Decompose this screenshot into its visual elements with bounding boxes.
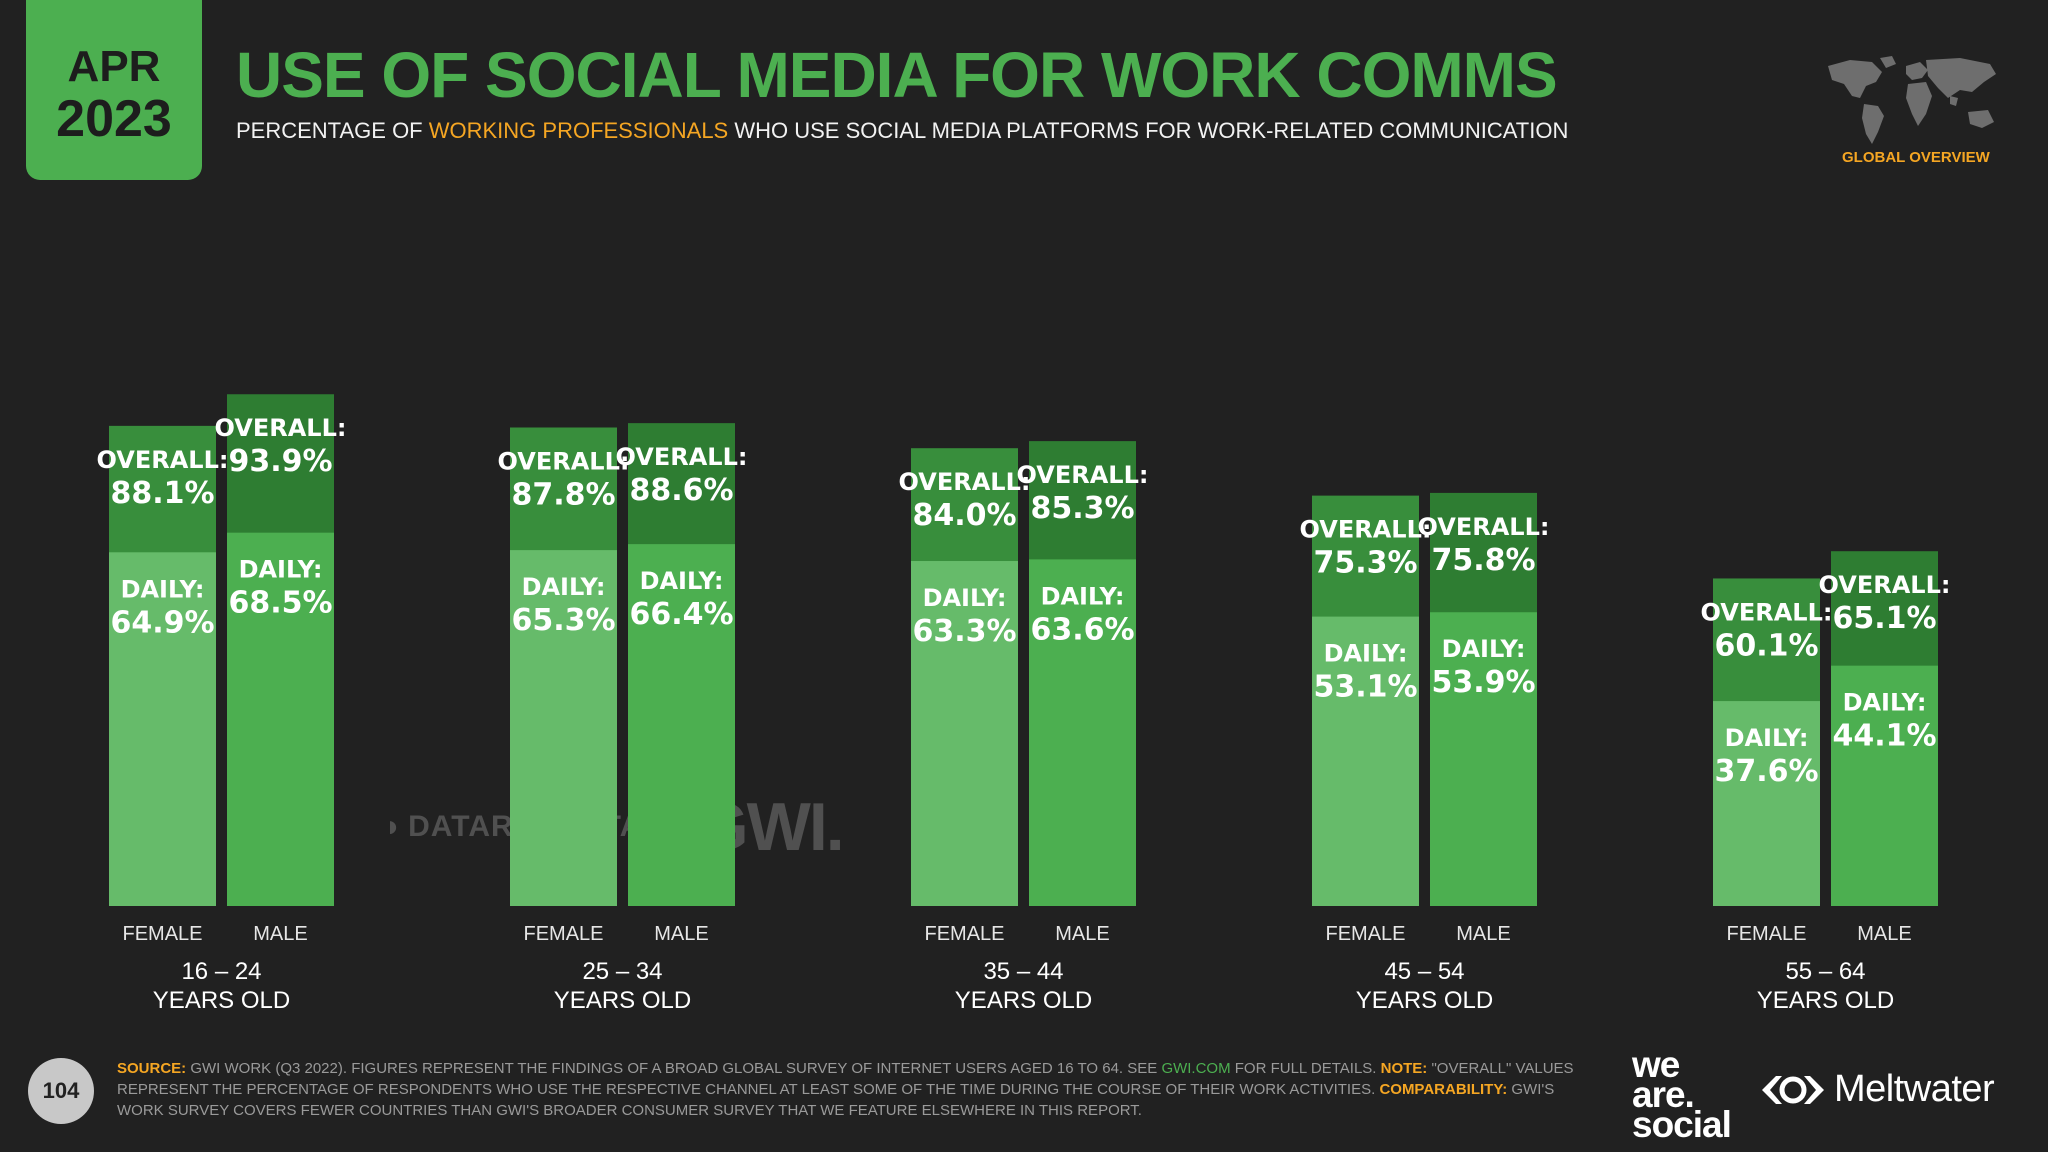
age-group-label: 16 – 24 (181, 958, 261, 985)
daily-label: DAILY: (1442, 635, 1526, 663)
bar-chart: OVERALL:88.1%DAILY:64.9%FEMALEOVERALL:93… (97, 394, 1951, 1014)
age-group-sublabel: YEARS OLD (1757, 987, 1894, 1014)
overall-label: OVERALL: (616, 443, 748, 471)
age-group-sublabel: YEARS OLD (554, 987, 691, 1014)
daily-bar-male (1430, 612, 1537, 906)
brand-social: social (1632, 1104, 1732, 1145)
source-text-1: GWI WORK (Q3 2022). FIGURES REPRESENT TH… (186, 1060, 1162, 1077)
overall-label: OVERALL: (1300, 516, 1432, 544)
daily-label: DAILY: (1324, 640, 1408, 668)
page-number: 104 (28, 1058, 94, 1124)
daily-value-label: 53.9% (1431, 665, 1535, 700)
daily-bar-female (109, 552, 216, 906)
age-group-label: 45 – 54 (1384, 958, 1464, 985)
overall-label: OVERALL: (498, 447, 630, 475)
note-text: "OVERALL" VALUES REPRESENT THE PERCENTAG… (117, 1060, 1574, 1098)
overall-value-label: 88.1% (110, 476, 214, 511)
daily-value-label: 37.6% (1714, 754, 1818, 789)
overall-value-label: 87.8% (511, 477, 615, 512)
daily-value-label: 63.3% (912, 614, 1016, 649)
daily-bar-female (510, 550, 617, 906)
age-group-label: 35 – 44 (983, 958, 1063, 985)
overall-label: OVERALL: (1017, 461, 1149, 489)
daily-value-label: 68.5% (228, 586, 332, 621)
gender-tick-label: MALE (1055, 923, 1109, 945)
overall-label: OVERALL: (1819, 571, 1951, 599)
gender-tick-label: MALE (253, 923, 307, 945)
gender-tick-label: MALE (1857, 923, 1911, 945)
meltwater-icon (1762, 1075, 1824, 1104)
page-title: USE OF SOCIAL MEDIA FOR WORK COMMS (236, 39, 1558, 111)
overall-value-label: 84.0% (912, 498, 1016, 533)
daily-bar-male (1831, 665, 1938, 906)
source-link[interactable]: GWI.COM (1161, 1060, 1231, 1077)
gender-tick-label: MALE (654, 923, 708, 945)
age-group-sublabel: YEARS OLD (153, 987, 290, 1014)
subtitle-highlight: WORKING PROFESSIONALS (428, 118, 729, 143)
page-subtitle: PERCENTAGE OF WORKING PROFESSIONALS WHO … (236, 118, 1568, 144)
daily-bar-male (628, 544, 735, 906)
age-group-label: 55 – 64 (1785, 958, 1865, 985)
overall-label: OVERALL: (1701, 598, 1833, 626)
daily-label: DAILY: (239, 556, 323, 584)
brand-we: we (1632, 1044, 1680, 1085)
daily-label: DAILY: (923, 584, 1007, 612)
age-group-sublabel: YEARS OLD (955, 987, 1092, 1014)
meltwater-logo: Meltwater (1758, 1068, 1995, 1111)
date-month: APR (67, 42, 161, 91)
datareportal-logo-icon: ◗ (384, 810, 403, 843)
overall-value-label: 65.1% (1832, 601, 1936, 636)
daily-bar-female (911, 561, 1018, 906)
daily-bar-female (1312, 616, 1419, 906)
gender-tick-label: FEMALE (1325, 923, 1405, 945)
overall-value-label: 85.3% (1030, 491, 1134, 526)
we-are-social-logo: we are. social (1632, 1044, 1732, 1145)
note-label: NOTE: (1380, 1060, 1428, 1077)
date-year: 2023 (56, 90, 172, 148)
overall-value-label: 93.9% (228, 444, 332, 479)
gender-tick-label: FEMALE (523, 923, 603, 945)
overall-label: OVERALL: (215, 414, 347, 442)
region-label: GLOBAL OVERVIEW (1842, 149, 1990, 166)
meltwater-text: Meltwater (1834, 1068, 1995, 1110)
gender-tick-label: FEMALE (924, 923, 1004, 945)
gender-tick-label: FEMALE (1726, 923, 1806, 945)
daily-label: DAILY: (1041, 582, 1125, 610)
daily-label: DAILY: (1843, 689, 1927, 717)
brand-are: are. (1632, 1074, 1695, 1115)
daily-value-label: 66.4% (629, 597, 733, 632)
gender-tick-label: MALE (1456, 923, 1510, 945)
world-map-icon (1828, 56, 1996, 144)
overall-label: OVERALL: (1418, 513, 1550, 541)
daily-value-label: 44.1% (1832, 719, 1936, 754)
daily-bar-male (1029, 559, 1136, 906)
daily-label: DAILY: (121, 575, 205, 603)
daily-value-label: 64.9% (110, 605, 214, 640)
overall-value-label: 88.6% (629, 473, 733, 508)
daily-label: DAILY: (522, 573, 606, 601)
overall-value-label: 60.1% (1714, 628, 1818, 663)
daily-bar-female (1713, 701, 1820, 906)
daily-value-label: 53.1% (1313, 670, 1417, 705)
footnote: SOURCE: GWI WORK (Q3 2022). FIGURES REPR… (117, 1058, 1587, 1121)
subtitle-prefix: PERCENTAGE OF (236, 118, 429, 143)
comparability-text: GWI'S WORK SURVEY COVERS FEWER COUNTRIES… (117, 1081, 1555, 1119)
daily-label: DAILY: (1725, 724, 1809, 752)
age-group-label: 25 – 34 (582, 958, 662, 985)
daily-bar-male (227, 532, 334, 906)
overall-value-label: 75.8% (1431, 543, 1535, 578)
daily-value-label: 63.6% (1030, 612, 1134, 647)
source-text-2: FOR FULL DETAILS. (1230, 1060, 1381, 1077)
source-label: SOURCE: (117, 1060, 187, 1077)
gender-tick-label: FEMALE (122, 923, 202, 945)
overall-label: OVERALL: (899, 468, 1031, 496)
subtitle-suffix: WHO USE SOCIAL MEDIA PLATFORMS FOR WORK-… (728, 118, 1569, 143)
daily-value-label: 65.3% (511, 603, 615, 638)
date-badge: APR 2023 (26, 0, 202, 180)
overall-label: OVERALL: (97, 446, 229, 474)
age-group-sublabel: YEARS OLD (1356, 987, 1493, 1014)
daily-label: DAILY: (640, 567, 724, 595)
comparability-label: COMPARABILITY: (1379, 1081, 1508, 1098)
overall-value-label: 75.3% (1313, 546, 1417, 581)
